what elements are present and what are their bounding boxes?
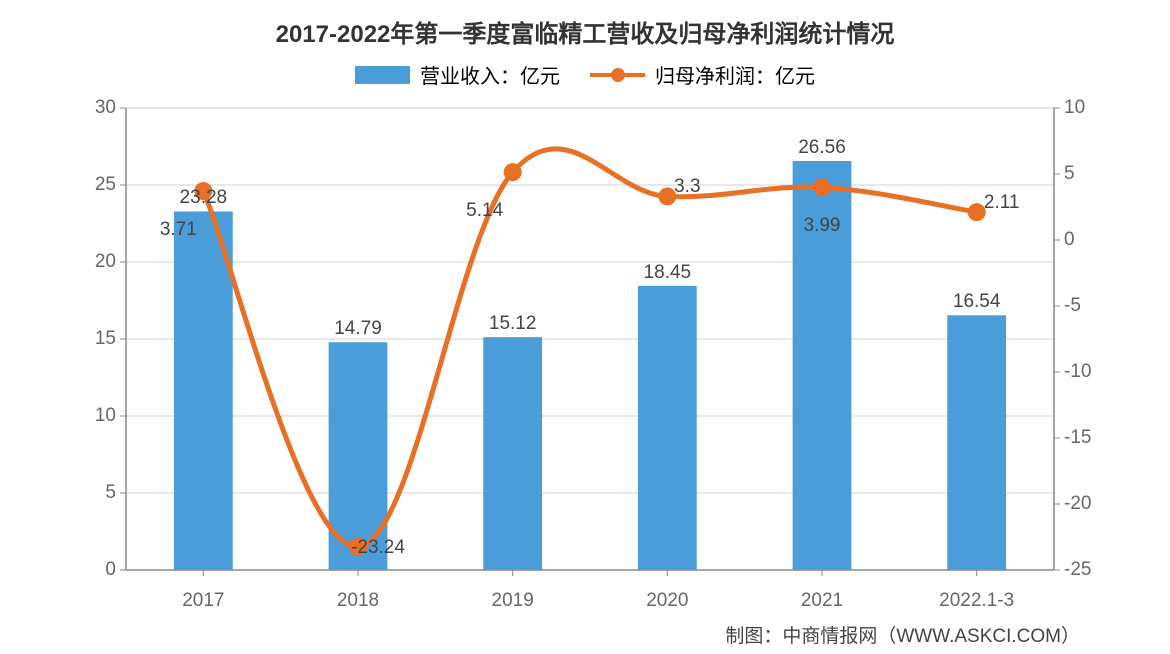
data-label: -23.24 (351, 537, 405, 559)
bar (483, 337, 542, 570)
legend-line-marker (611, 68, 625, 82)
y-left-axis-label: 15 (95, 328, 116, 350)
y-left-axis-label: 5 (105, 482, 116, 504)
data-label: 3.99 (804, 215, 841, 237)
y-right-axis-label: 0 (1064, 229, 1075, 251)
combo-chart: 2017-2022年第一季度富临精工营收及归母净利润统计情况 营业收入：亿元 归… (0, 0, 1170, 654)
plot-svg (0, 0, 1170, 654)
data-label: 3.71 (160, 219, 197, 241)
x-axis-label: 2019 (492, 590, 534, 612)
data-label: 23.28 (180, 187, 228, 209)
data-label: 18.45 (644, 262, 692, 284)
y-right-axis-label: -20 (1064, 493, 1091, 515)
x-axis-label: 2020 (646, 590, 688, 612)
data-label: 5.14 (466, 200, 503, 222)
data-label: 3.3 (674, 176, 700, 198)
y-right-axis-label: 5 (1064, 163, 1075, 185)
y-right-axis-label: 10 (1064, 97, 1085, 119)
data-label: 15.12 (489, 313, 537, 335)
data-label: 26.56 (798, 137, 846, 159)
x-axis-label: 2018 (337, 590, 379, 612)
data-label: 16.54 (953, 291, 1001, 313)
x-axis-label: 2017 (182, 590, 224, 612)
y-right-axis-label: -5 (1064, 295, 1081, 317)
bar (174, 211, 233, 570)
bar (638, 286, 697, 570)
y-left-axis-label: 10 (95, 405, 116, 427)
bar (947, 315, 1006, 570)
data-label: 2.11 (984, 192, 1020, 214)
x-axis-label: 2021 (801, 590, 843, 612)
data-label: 14.79 (334, 318, 382, 340)
y-left-axis-label: 30 (95, 97, 116, 119)
y-right-axis-label: -25 (1064, 559, 1091, 581)
y-left-axis-label: 25 (95, 174, 116, 196)
y-right-axis-label: -15 (1064, 427, 1091, 449)
y-right-axis-label: -10 (1064, 361, 1091, 383)
credit-text: 制图：中商情报网（WWW.ASKCI.COM） (725, 621, 1080, 648)
line-marker (813, 178, 831, 196)
y-left-axis-label: 20 (95, 251, 116, 273)
x-axis-label: 2022.1-3 (939, 590, 1014, 612)
y-left-axis-label: 0 (105, 559, 116, 581)
line-marker (504, 163, 522, 181)
line-series (203, 149, 976, 547)
